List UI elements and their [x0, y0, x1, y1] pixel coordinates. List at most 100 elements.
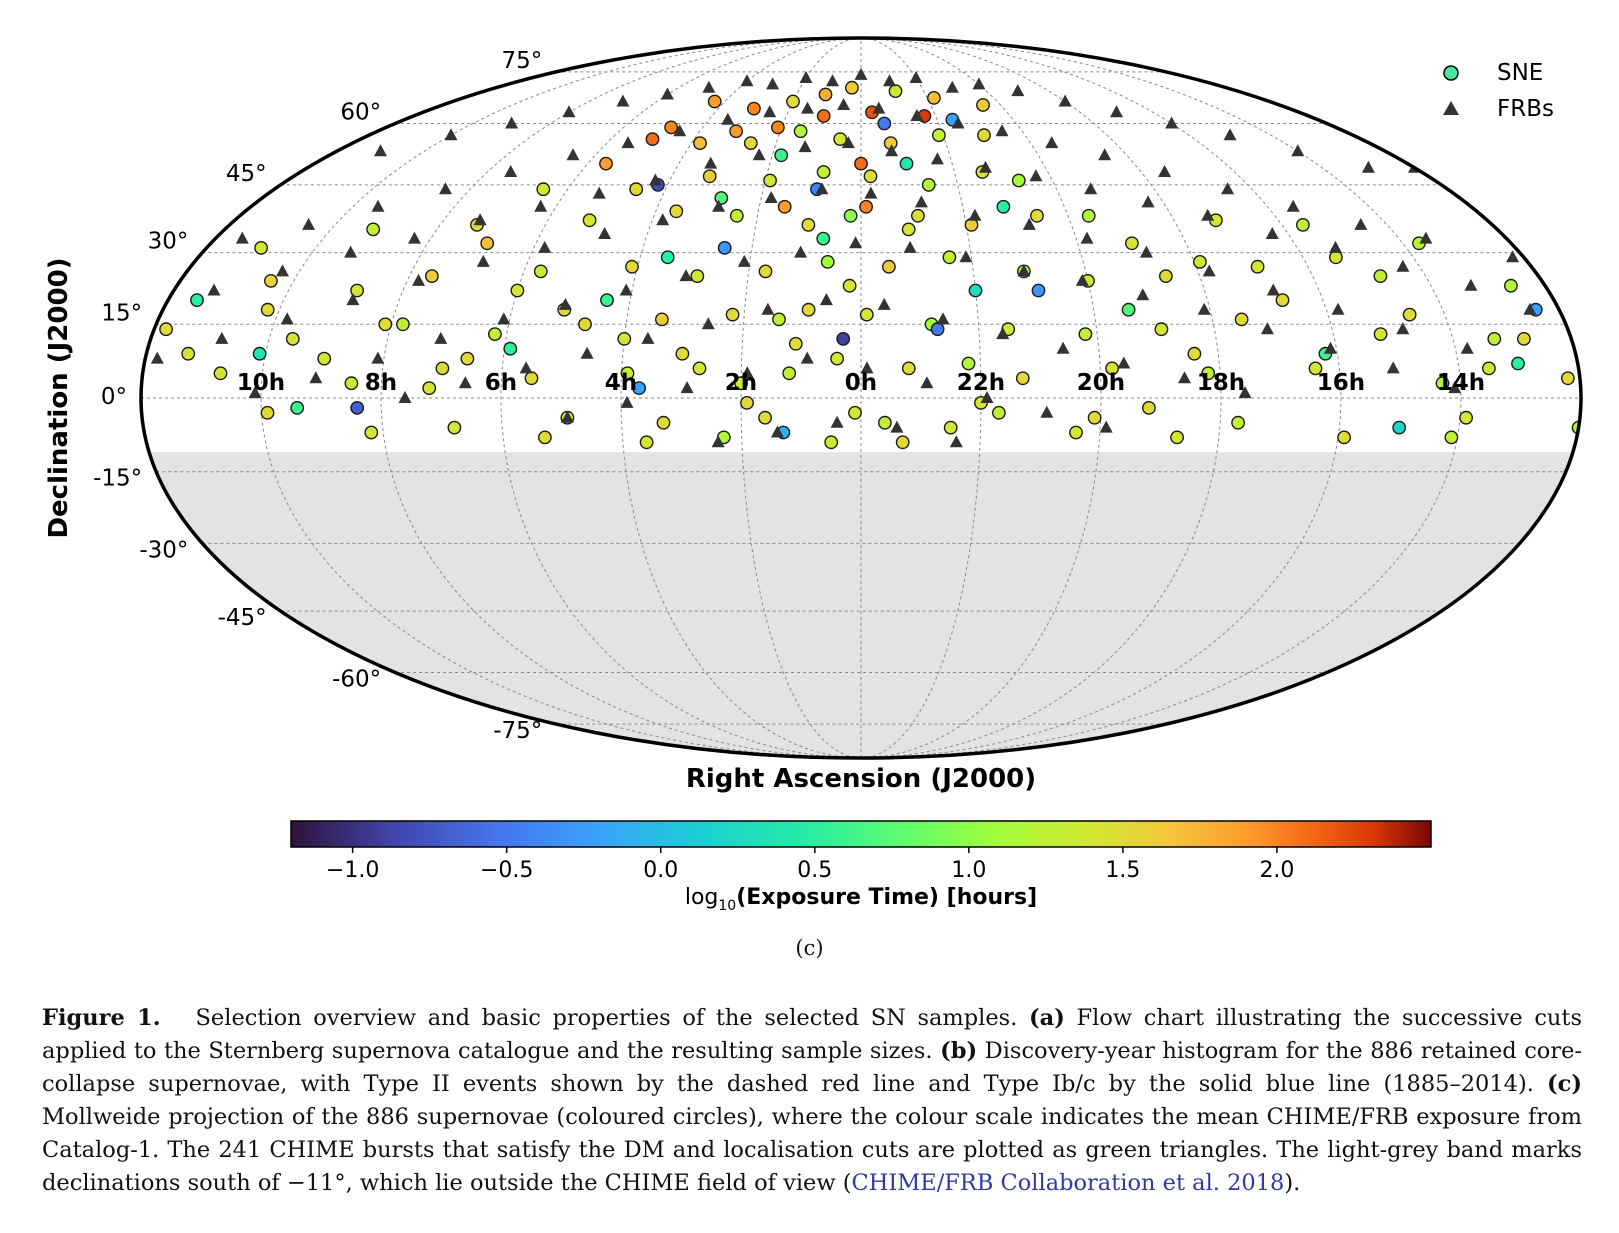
ra-grid-line [620, 38, 862, 758]
caption-c-label: (c) [1546, 1071, 1582, 1097]
frb-point [566, 148, 580, 161]
sne-point [350, 283, 364, 298]
frb-point [1265, 227, 1279, 239]
frb-point [794, 245, 808, 258]
frb-point [702, 80, 716, 93]
sne-point [533, 264, 548, 279]
ra-tick-label: 2h [725, 370, 757, 396]
scatter-points [150, 67, 1581, 450]
ra-tick-label: 8h [365, 370, 397, 396]
dec-tick-label: 75° [502, 48, 543, 74]
sne-point [1373, 327, 1388, 341]
sne-point [366, 222, 381, 237]
frb-point [346, 293, 360, 306]
sne-point [254, 240, 269, 255]
sne-point [930, 322, 945, 337]
ra-tick-label: 6h [485, 370, 517, 396]
frb-point [620, 395, 634, 408]
frb-point [458, 376, 472, 389]
frb-point [1158, 165, 1172, 177]
sne-point [820, 254, 835, 269]
frb-point [972, 77, 986, 90]
frb-point [1084, 182, 1098, 195]
sne-point [961, 356, 976, 371]
sne-point [747, 101, 761, 116]
frb-point [704, 156, 718, 169]
frb-point [439, 182, 452, 195]
frb-point [660, 87, 674, 100]
sne-point [882, 259, 896, 274]
sne-point [1337, 430, 1352, 445]
sne-point [911, 208, 925, 223]
sne-point [786, 94, 800, 109]
ra-grid-line [860, 38, 1222, 758]
frb-point [1017, 264, 1031, 277]
sne-point [364, 425, 379, 440]
sne-point [1154, 322, 1169, 337]
sne-point [669, 204, 684, 219]
sne-point [1081, 208, 1096, 223]
frb-point [1056, 341, 1070, 354]
frb-point [592, 186, 606, 199]
sne-point [854, 156, 868, 171]
sne-point [1308, 361, 1323, 376]
frb-point [864, 186, 878, 199]
sne-point [629, 182, 644, 197]
sne-point [1392, 420, 1407, 435]
frb-point [903, 240, 917, 253]
ra-grid-line [860, 38, 1102, 758]
colorbar-tick-label: 1.5 [1105, 858, 1140, 883]
sne-point [632, 381, 646, 395]
sne-point [538, 430, 552, 445]
colorbar-tick-label: −0.5 [480, 858, 533, 883]
dec-tick-label: -75° [493, 718, 542, 744]
sne-point [714, 191, 729, 205]
frb-point [1221, 182, 1235, 195]
ra-tick-label: 18h [1197, 370, 1245, 396]
frb-point [276, 264, 289, 277]
frb-point [1178, 371, 1191, 384]
sne-point [424, 269, 439, 283]
sne-point [1015, 371, 1030, 386]
caption-c-tail: ). [1284, 1170, 1301, 1196]
frb-point [374, 144, 387, 157]
frb-point [1165, 116, 1179, 129]
frb-point [1419, 231, 1433, 244]
frb-point [1080, 231, 1094, 244]
sne-point [788, 336, 803, 351]
caption-b-text: Discovery-year histogram for the 886 ret… [42, 1038, 1583, 1097]
frb-point [890, 420, 904, 433]
x-axis-title: Right Ascension (J2000) [686, 764, 1036, 794]
citation-link[interactable]: CHIME/FRB Collaboration et al. 2018 [851, 1170, 1285, 1196]
sne-point [692, 361, 707, 376]
frb-point [580, 346, 594, 359]
frb-point [1506, 250, 1520, 263]
sne-point [702, 169, 717, 184]
sne-point [996, 199, 1011, 214]
sne-point [943, 420, 958, 435]
sne-point [793, 124, 808, 139]
frb-point [680, 381, 694, 394]
frb-point [519, 361, 533, 374]
sne-point [599, 156, 613, 171]
frb-point [235, 231, 249, 244]
frb-point [215, 331, 229, 344]
ra-grid-line [860, 38, 1462, 758]
sne-point [664, 120, 678, 135]
sne-point [447, 420, 462, 435]
frb-point [1354, 217, 1368, 230]
frb-point [1011, 84, 1025, 97]
frb-point [959, 250, 973, 263]
frb-point [619, 283, 633, 296]
ra-tick-label: 0h [845, 370, 877, 396]
frb-point [1141, 195, 1155, 208]
sne-point [717, 240, 732, 255]
sne-point [801, 302, 816, 317]
frb-point [1460, 341, 1474, 354]
frb-point [799, 71, 813, 83]
frb-point [560, 410, 574, 423]
frb-point [1361, 160, 1375, 173]
frb-point [558, 297, 572, 310]
frb-point [1110, 105, 1123, 118]
frb-point [1523, 302, 1537, 315]
